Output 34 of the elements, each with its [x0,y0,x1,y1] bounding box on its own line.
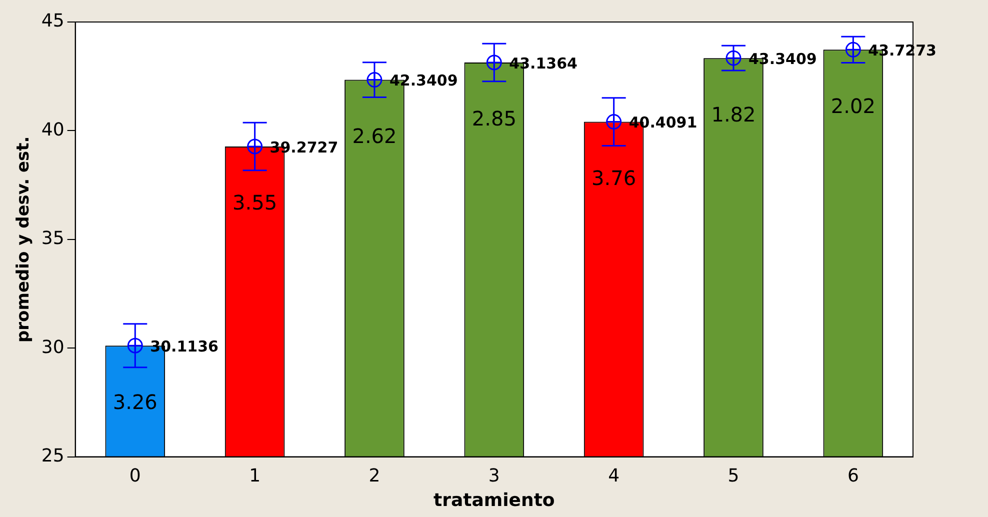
x-axis-title: tratamiento [433,490,555,511]
annotation: 3.55 [232,190,278,215]
annotation: 2.85 [472,106,516,131]
point [845,42,861,58]
x-tick-label: 0 [129,465,141,486]
point [366,72,382,88]
data-label: 43.3409 [748,50,817,68]
data-label: 42.3409 [389,72,458,90]
x-tick-label: 5 [728,465,740,486]
y-axis-title: promedio y desv. est. [14,136,34,342]
data-label: 40.4091 [628,114,698,132]
y-tick-label: 35 [41,228,64,250]
y-tick-label: 40 [41,119,64,140]
annotation: 2.02 [830,94,876,118]
point [127,338,143,354]
y-tick-label: 45 [41,10,64,32]
data-label: 30.1136 [150,338,218,356]
point [247,138,263,154]
annotation: 3.26 [112,390,158,414]
x-tick-label: 4 [608,465,620,486]
annotation: 1.82 [711,102,756,126]
data-label: 43.1364 [509,54,578,72]
y-tick-label: 25 [41,445,64,466]
x-tick-label: 1 [249,465,261,486]
point [486,54,502,70]
point [726,50,742,66]
y-tick-label: 30 [41,336,64,358]
x-tick-label: 6 [847,465,859,486]
x-tick-label: 3 [488,465,500,486]
x-tick-label: 2 [368,465,380,486]
data-label: 39.2727 [270,138,338,156]
annotation: 2.62 [352,124,397,148]
point [606,114,622,130]
annotation: 3.76 [592,166,636,190]
